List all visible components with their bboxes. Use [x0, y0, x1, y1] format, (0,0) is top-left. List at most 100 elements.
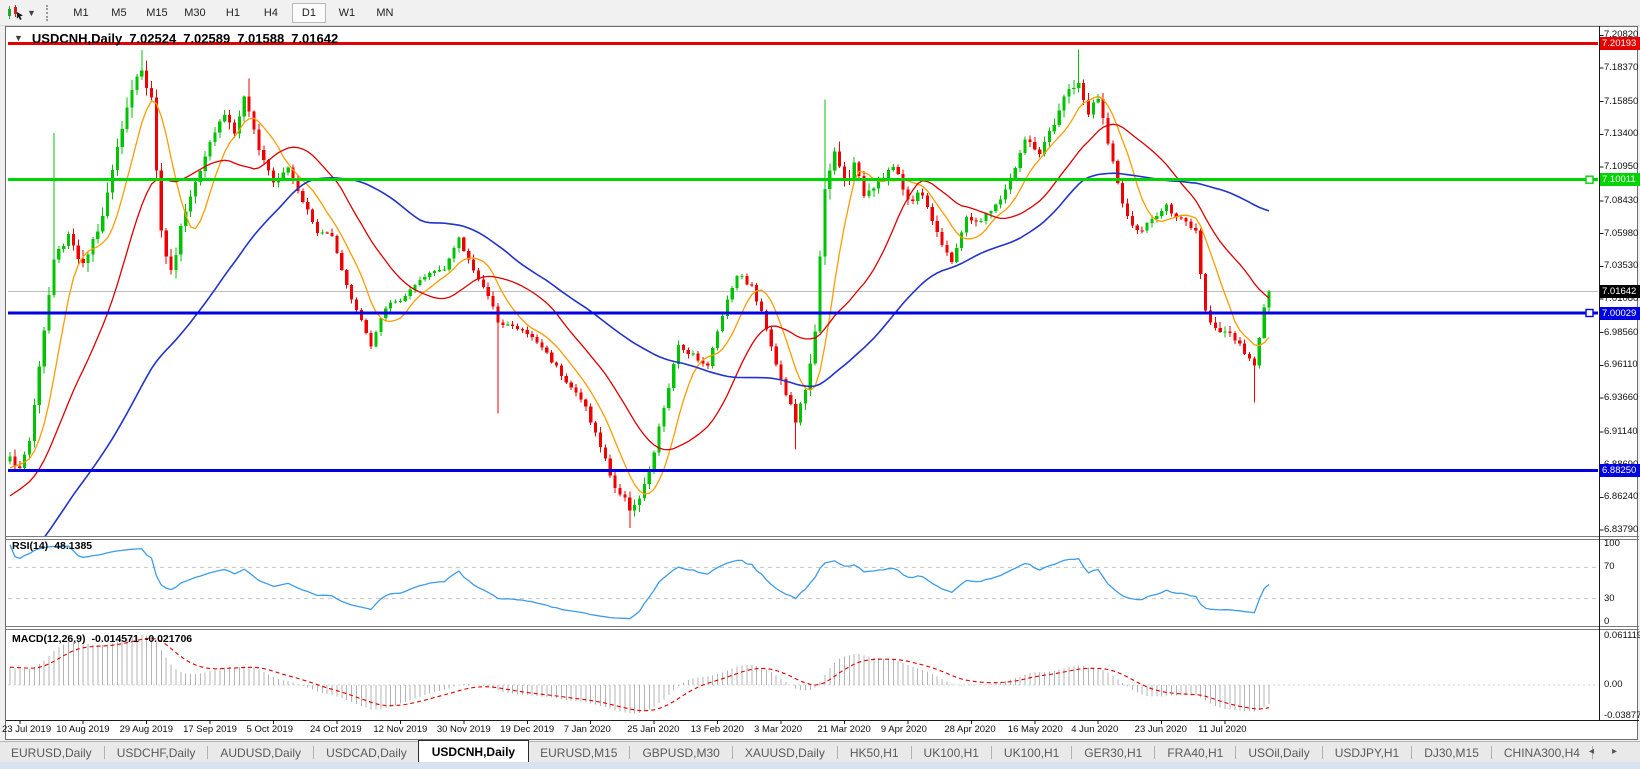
horizontal-line-6.88250[interactable] [8, 468, 1598, 472]
macd-name: MACD(12,26,9) [12, 633, 86, 645]
chart-tab-eurusd-daily[interactable]: EURUSD,Daily [11, 745, 92, 760]
tab-separator [1071, 746, 1073, 759]
candlestick-chart-icon[interactable] [6, 5, 24, 20]
price-axis-label: 7.05980 [1604, 227, 1639, 239]
date-axis-label: 9 Apr 2020 [880, 724, 927, 735]
tab-separator [1411, 746, 1413, 759]
date-axis-label: 3 Mar 2020 [754, 724, 803, 735]
horizontal-line-7.20193[interactable] [8, 42, 1598, 46]
line-handle-7.10011[interactable] [1585, 175, 1594, 184]
tab-scroll-right-icon[interactable]: ▸ [1612, 746, 1618, 757]
status-bar [0, 762, 1640, 769]
price-axis-label: 6.93660 [1604, 392, 1639, 404]
rsi-scale-label: 30 [1604, 592, 1615, 604]
chart-tab-bar: ◂ ▸ EURUSD,Daily USDCHF,Daily AUDUSD,Daily… [0, 739, 1640, 764]
tab-separator [910, 746, 912, 759]
timeframe-button-m1[interactable]: M1 [73, 6, 89, 19]
date-axis-label: 25 Jan 2020 [627, 724, 680, 735]
chart-tab-ger30-h1[interactable]: GER30,H1 [1084, 745, 1143, 760]
rsi-scale-label: 70 [1604, 561, 1615, 573]
tab-separator [207, 746, 209, 759]
timeframe-button-m15[interactable]: M15 [146, 6, 168, 19]
timeframe-button-mn[interactable]: MN [376, 6, 394, 19]
tab-separator [1154, 746, 1156, 759]
main-price-pane[interactable] [8, 42, 1598, 570]
chart-tab-usdcnh-daily[interactable]: USDCNH,Daily [417, 739, 530, 764]
tab-scroll-left-icon[interactable]: ◂ [1589, 746, 1595, 757]
tab-separator [1591, 746, 1593, 759]
price-level-badge: 7.10011 [1600, 173, 1640, 187]
chart-tab-china300-h4[interactable]: CHINA300,H4 [1503, 745, 1580, 760]
timeframe-button-w1[interactable]: W1 [338, 6, 356, 19]
date-axis-label: 16 May 2020 [1007, 724, 1063, 735]
date-axis-label: 29 Aug 2019 [119, 724, 173, 735]
macd-signal-value: -0.021706 [144, 633, 193, 645]
chart-title: ▼ USDCNH,Daily 7.02524 7.02589 7.01588 7… [14, 31, 338, 46]
timeframe-button-h4[interactable]: H4 [263, 6, 278, 19]
timeframe-button-d1[interactable]: D1 [291, 2, 326, 23]
chart-tab-dj30-m15[interactable]: DJ30,M15 [1424, 745, 1479, 760]
price-axis-label: 7.18370 [1604, 62, 1639, 73]
macd-signal-line [9, 637, 1270, 712]
date-axis-label: 13 Feb 2020 [690, 724, 744, 735]
macd-pane[interactable] [8, 634, 1598, 714]
price-axis-label: 7.20820 [1604, 29, 1639, 41]
rsi-scale-label: 0 [1604, 616, 1610, 627]
timeframe-button-m30[interactable]: M30 [184, 6, 206, 19]
ohlc-close: 7.01642 [291, 31, 339, 46]
chart-tab-uk100-h1[interactable]: UK100,H1 [923, 745, 979, 760]
price-axis-label: 6.91140 [1604, 425, 1638, 437]
date-axis-label: 11 Jul 2020 [1198, 724, 1247, 735]
macd-scale-label: 0.061119 [1604, 630, 1640, 642]
price-axis-label: 6.96110 [1604, 359, 1638, 371]
macd-scale-label: 0.00 [1604, 679, 1623, 690]
price-axis-label: 7.08430 [1604, 194, 1639, 206]
macd-histogram [9, 634, 1270, 714]
date-axis-label: 21 Mar 2020 [817, 724, 871, 735]
price-axis-label: 7.15850 [1604, 95, 1639, 107]
chart-tab-usdchf-daily[interactable]: USDCHF,Daily [116, 745, 196, 760]
rsi-scale-label: 100 [1604, 538, 1620, 549]
macd-main-value: -0.014571 [91, 633, 139, 645]
date-axis-label: 7 Jan 2020 [563, 724, 611, 735]
chart-tab-usdjpy-h1[interactable]: USDJPY,H1 [1334, 745, 1400, 760]
horizontal-line-7.00029[interactable] [8, 311, 1598, 315]
ma-mid-line [9, 123, 1270, 497]
price-axis-label: 7.10950 [1604, 161, 1639, 173]
price-axis-label: 7.01080 [1604, 293, 1639, 304]
timeframe-button-m5[interactable]: M5 [111, 6, 127, 19]
date-axis-label: 30 Nov 2019 [436, 724, 491, 735]
macd-scale-label: -0.038777 [1604, 710, 1640, 722]
chart-tab-hk50-h1[interactable]: HK50,H1 [849, 745, 899, 760]
candles [8, 70, 1271, 511]
date-axis-label: 17 Sep 2019 [183, 724, 237, 735]
collapse-icon[interactable]: ▼ [14, 33, 23, 43]
tab-separator [1490, 746, 1492, 759]
price-axis-label: 7.13400 [1604, 128, 1639, 140]
current-price-badge: 7.01642 [1600, 284, 1640, 298]
chart-tab-usoil-daily[interactable]: USOil,Daily [1248, 745, 1310, 760]
chart-tab-usdcad-daily[interactable]: USDCAD,Daily [326, 745, 407, 760]
date-axis-label: 4 Jun 2020 [1071, 724, 1119, 735]
chart-tab-eurusd-m15[interactable]: EURUSD,M15 [540, 745, 618, 760]
line-handle-7.00029[interactable] [1585, 308, 1594, 318]
chart-tab-fra40-h1[interactable]: FRA40,H1 [1167, 745, 1224, 760]
price-level-badge: 6.88250 [1600, 463, 1640, 477]
chart-tab-audusd-daily[interactable]: AUDUSD,Daily [220, 745, 302, 760]
price-axis-label: 6.83790 [1604, 524, 1639, 535]
date-axis-label: 10 Aug 2019 [56, 724, 110, 735]
chart-tab-xauusd-daily[interactable]: XAUUSD,Daily [744, 745, 825, 760]
chevron-down-icon[interactable]: ▼ [27, 7, 36, 18]
ohlc-low: 7.01588 [237, 31, 285, 46]
rsi-value: 48.1385 [54, 540, 93, 552]
chart-tab-uk100-h1[interactable]: UK100,H1 [1003, 745, 1060, 760]
horizontal-line-7.10011[interactable] [8, 178, 1598, 182]
rsi-pane[interactable] [8, 544, 1598, 620]
timeframe-toolbar: ▼ M1 M5 M15 M30 H1 H4 D1 W1 MN [0, 0, 1640, 26]
date-axis-label: 23 Jul 2019 [2, 724, 52, 735]
chart-tab-gbpusd-m30[interactable]: GBPUSD,M30 [642, 745, 720, 760]
toolbar-grip-handle[interactable] [45, 4, 52, 21]
timeframe-button-h1[interactable]: H1 [225, 6, 240, 19]
